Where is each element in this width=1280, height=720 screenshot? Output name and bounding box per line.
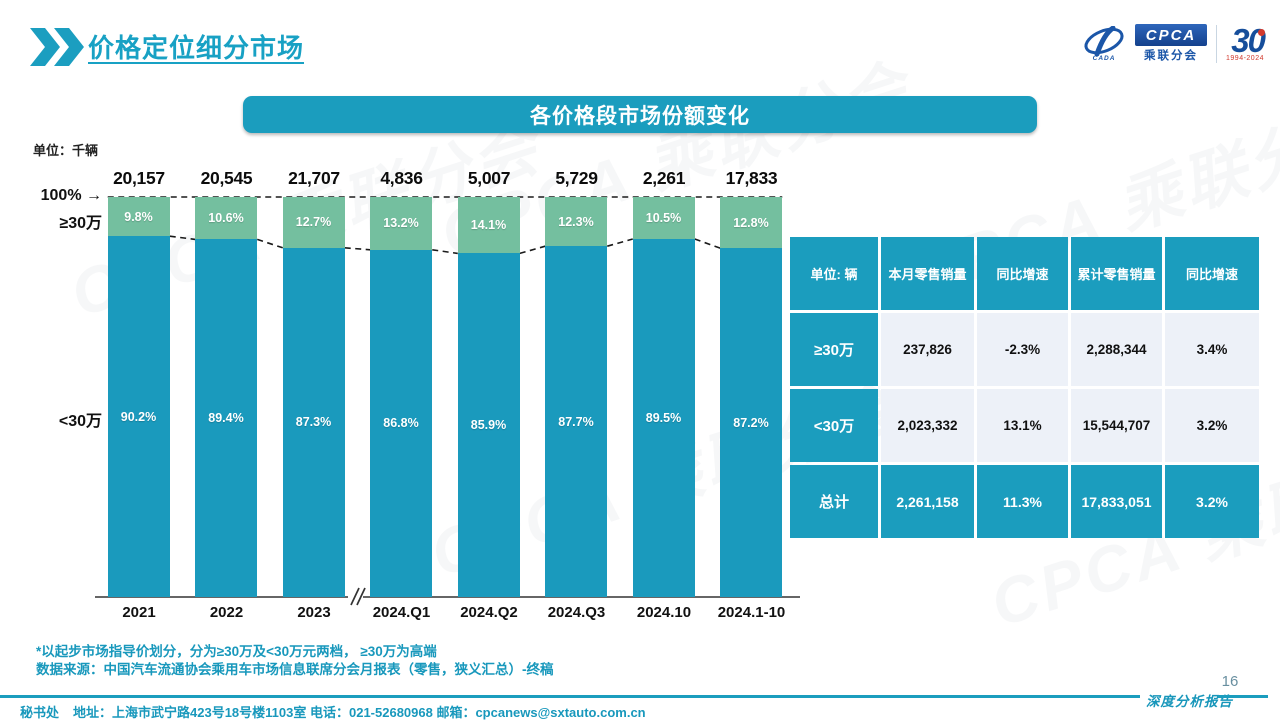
table-cell: 11.3% bbox=[977, 465, 1068, 538]
bar-total-label: 5,729 bbox=[555, 168, 598, 188]
bar-pct-label-lt30: 87.3% bbox=[295, 415, 332, 430]
chart-title-banner: 各价格段市场份额变化 bbox=[243, 96, 1037, 133]
bar-pct-label-ge30: 14.1% bbox=[470, 218, 507, 233]
cpca-logo: CADA CPCA 乘联分会 30 1994-2024 bbox=[1082, 21, 1266, 63]
table-header-cell: 本月零售销量 bbox=[881, 237, 974, 310]
table-cell: 3.2% bbox=[1165, 465, 1259, 538]
bar-pct-label-ge30: 9.8% bbox=[124, 209, 153, 224]
anniversary-30-logo: 30 1994-2024 bbox=[1226, 21, 1266, 62]
table-row-label: <30万 bbox=[790, 389, 878, 462]
bar-pct-label-ge30: 10.5% bbox=[645, 211, 682, 225]
bar-pct-label-lt30: 87.7% bbox=[558, 414, 594, 429]
table-cell: 17,833,051 bbox=[1071, 465, 1162, 538]
table-cell: 2,023,332 bbox=[881, 389, 974, 462]
chevron-right-icon bbox=[30, 28, 60, 66]
axis-100-label: 100% → bbox=[40, 187, 102, 204]
table-cell: 3.4% bbox=[1165, 313, 1259, 386]
bar-total-label: 20,545 bbox=[200, 168, 253, 188]
address-text: 地址：上海市武宁路423号18号楼1103室 电话：021-52680968 邮… bbox=[73, 705, 646, 720]
bar-segment-ge30 bbox=[370, 197, 433, 250]
series-label-ge30: ≥30万 bbox=[59, 215, 102, 232]
bar-pct-label-ge30: 10.6% bbox=[208, 211, 244, 226]
footnote-definition: *以起步市场指导价划分，分为≥30万及<30万元两档， ≥30万为高端 bbox=[36, 644, 437, 659]
bar-pct-label-ge30: 12.3% bbox=[558, 214, 594, 229]
bar-segment-lt30 bbox=[107, 236, 170, 597]
table-row: 总计 2,261,158 11.3% 17,833,051 3.2% bbox=[790, 465, 1259, 538]
table-row: ≥30万 237,826 -2.3% 2,288,344 3.4% bbox=[790, 313, 1259, 386]
table-cell: 15,544,707 bbox=[1071, 389, 1162, 462]
bar-segment-ge30 bbox=[195, 197, 258, 240]
red-dot-icon bbox=[1258, 28, 1265, 36]
table-header-cell: 累计零售销量 bbox=[1071, 237, 1162, 310]
page-number: 16 bbox=[1221, 673, 1239, 690]
unit-label: 单位：千辆 bbox=[33, 143, 99, 158]
footer-rule-left bbox=[0, 695, 1140, 698]
bar-segment-ge30 bbox=[282, 197, 345, 248]
table-header-cell: 同比增速 bbox=[1165, 237, 1259, 310]
bar-segment-ge30 bbox=[720, 197, 783, 249]
category-label: 2024.1-10 bbox=[717, 604, 786, 621]
bar-pct-label-lt30: 87.2% bbox=[733, 415, 769, 430]
bar-segment-ge30 bbox=[545, 197, 608, 247]
bar-pct-label-ge30: 12.8% bbox=[733, 215, 769, 230]
footer-address: 秘书处 地址：上海市武宁路423号18号楼1103室 电话：021-5268096… bbox=[20, 702, 646, 720]
bar-segment-lt30 bbox=[545, 246, 608, 597]
category-label: 2024.Q1 bbox=[372, 604, 431, 621]
cpca-acronym: CPCA bbox=[1135, 24, 1208, 46]
cpca-swoosh-icon: CADA bbox=[1082, 25, 1126, 62]
bar-segment-lt30 bbox=[720, 248, 783, 597]
bar-pct-label-lt30: 89.5% bbox=[645, 411, 682, 425]
table-row-label: 总计 bbox=[790, 465, 878, 538]
bar-segment-ge30 bbox=[632, 197, 695, 239]
table-cell: 2,261,158 bbox=[881, 465, 974, 538]
bar-segment-lt30 bbox=[195, 239, 258, 597]
logo-divider bbox=[1216, 24, 1218, 63]
category-label: 2022 bbox=[209, 604, 244, 621]
bar-segment-ge30 bbox=[457, 197, 520, 254]
table-cell: -2.3% bbox=[977, 313, 1068, 386]
bar-total-label: 21,707 bbox=[288, 168, 340, 188]
summary-table: 单位: 辆本月零售销量 同比增速 累计零售销量 同比增速 ≥30万 237,826 -2.3… bbox=[790, 237, 1259, 541]
bar-pct-label-lt30: 85.9% bbox=[470, 418, 507, 433]
bar-pct-label-ge30: 12.7% bbox=[295, 215, 332, 230]
footer-rule-right bbox=[1218, 695, 1268, 698]
bar-segment-lt30 bbox=[282, 247, 345, 597]
bar-segment-ge30 bbox=[107, 197, 170, 237]
table-header-row: 单位: 辆本月零售销量 同比增速 累计零售销量 同比增速 bbox=[790, 237, 1259, 310]
bar-total-label: 4,836 bbox=[380, 168, 423, 188]
bar-pct-label-lt30: 90.2% bbox=[120, 409, 157, 424]
table-row: <30万 2,023,332 13.1% 15,544,707 3.2% bbox=[790, 389, 1259, 462]
cpca-cn-name: 乘联分会 bbox=[1144, 50, 1199, 62]
secretariat-label: 秘书处 bbox=[20, 705, 60, 720]
bar-total-label: 20,157 bbox=[113, 168, 165, 188]
bar-segment-lt30 bbox=[370, 249, 433, 597]
bar-total-label: 17,833 bbox=[725, 168, 778, 188]
table-cell: 237,826 bbox=[881, 313, 974, 386]
page-title: 价格定位细分市场 bbox=[88, 33, 305, 63]
report-type-label: 深度分析报告 bbox=[1146, 694, 1233, 709]
table-header-cell: 同比增速 bbox=[977, 237, 1068, 310]
bar-total-label: 2,261 bbox=[642, 168, 686, 188]
category-label: 2021 bbox=[122, 604, 156, 621]
table-cell: 13.1% bbox=[977, 389, 1068, 462]
footnote-source: 数据来源：中国汽车流通协会乘用车市场信息联席分会月报表（零售，狭义汇总）-终稿 bbox=[36, 662, 554, 677]
bar-segment-lt30 bbox=[632, 239, 695, 597]
table-row-label: ≥30万 bbox=[790, 313, 878, 386]
table-header-cell: 单位: 辆 bbox=[790, 237, 878, 310]
bar-total-label: 5,007 bbox=[467, 168, 511, 188]
series-label-lt30: <30万 bbox=[58, 413, 102, 430]
category-label: 2024.Q3 bbox=[547, 604, 606, 621]
stacked-bar-chart: 9.8% 90.2% 20,157 2021 10.6% 89.4% 20,545 2022 1… bbox=[95, 160, 800, 630]
category-label: 2024.10 bbox=[636, 604, 692, 621]
bar-pct-label-lt30: 86.8% bbox=[383, 416, 419, 431]
category-label: 2024.Q2 bbox=[460, 604, 518, 621]
arrow-right-icon: → bbox=[86, 187, 102, 204]
table-cell: 2,288,344 bbox=[1071, 313, 1162, 386]
bar-pct-label-lt30: 89.4% bbox=[208, 411, 244, 426]
bar-pct-label-ge30: 13.2% bbox=[383, 216, 419, 231]
bar-segment-lt30 bbox=[457, 253, 520, 597]
table-cell: 3.2% bbox=[1165, 389, 1259, 462]
category-label: 2023 bbox=[297, 604, 331, 621]
